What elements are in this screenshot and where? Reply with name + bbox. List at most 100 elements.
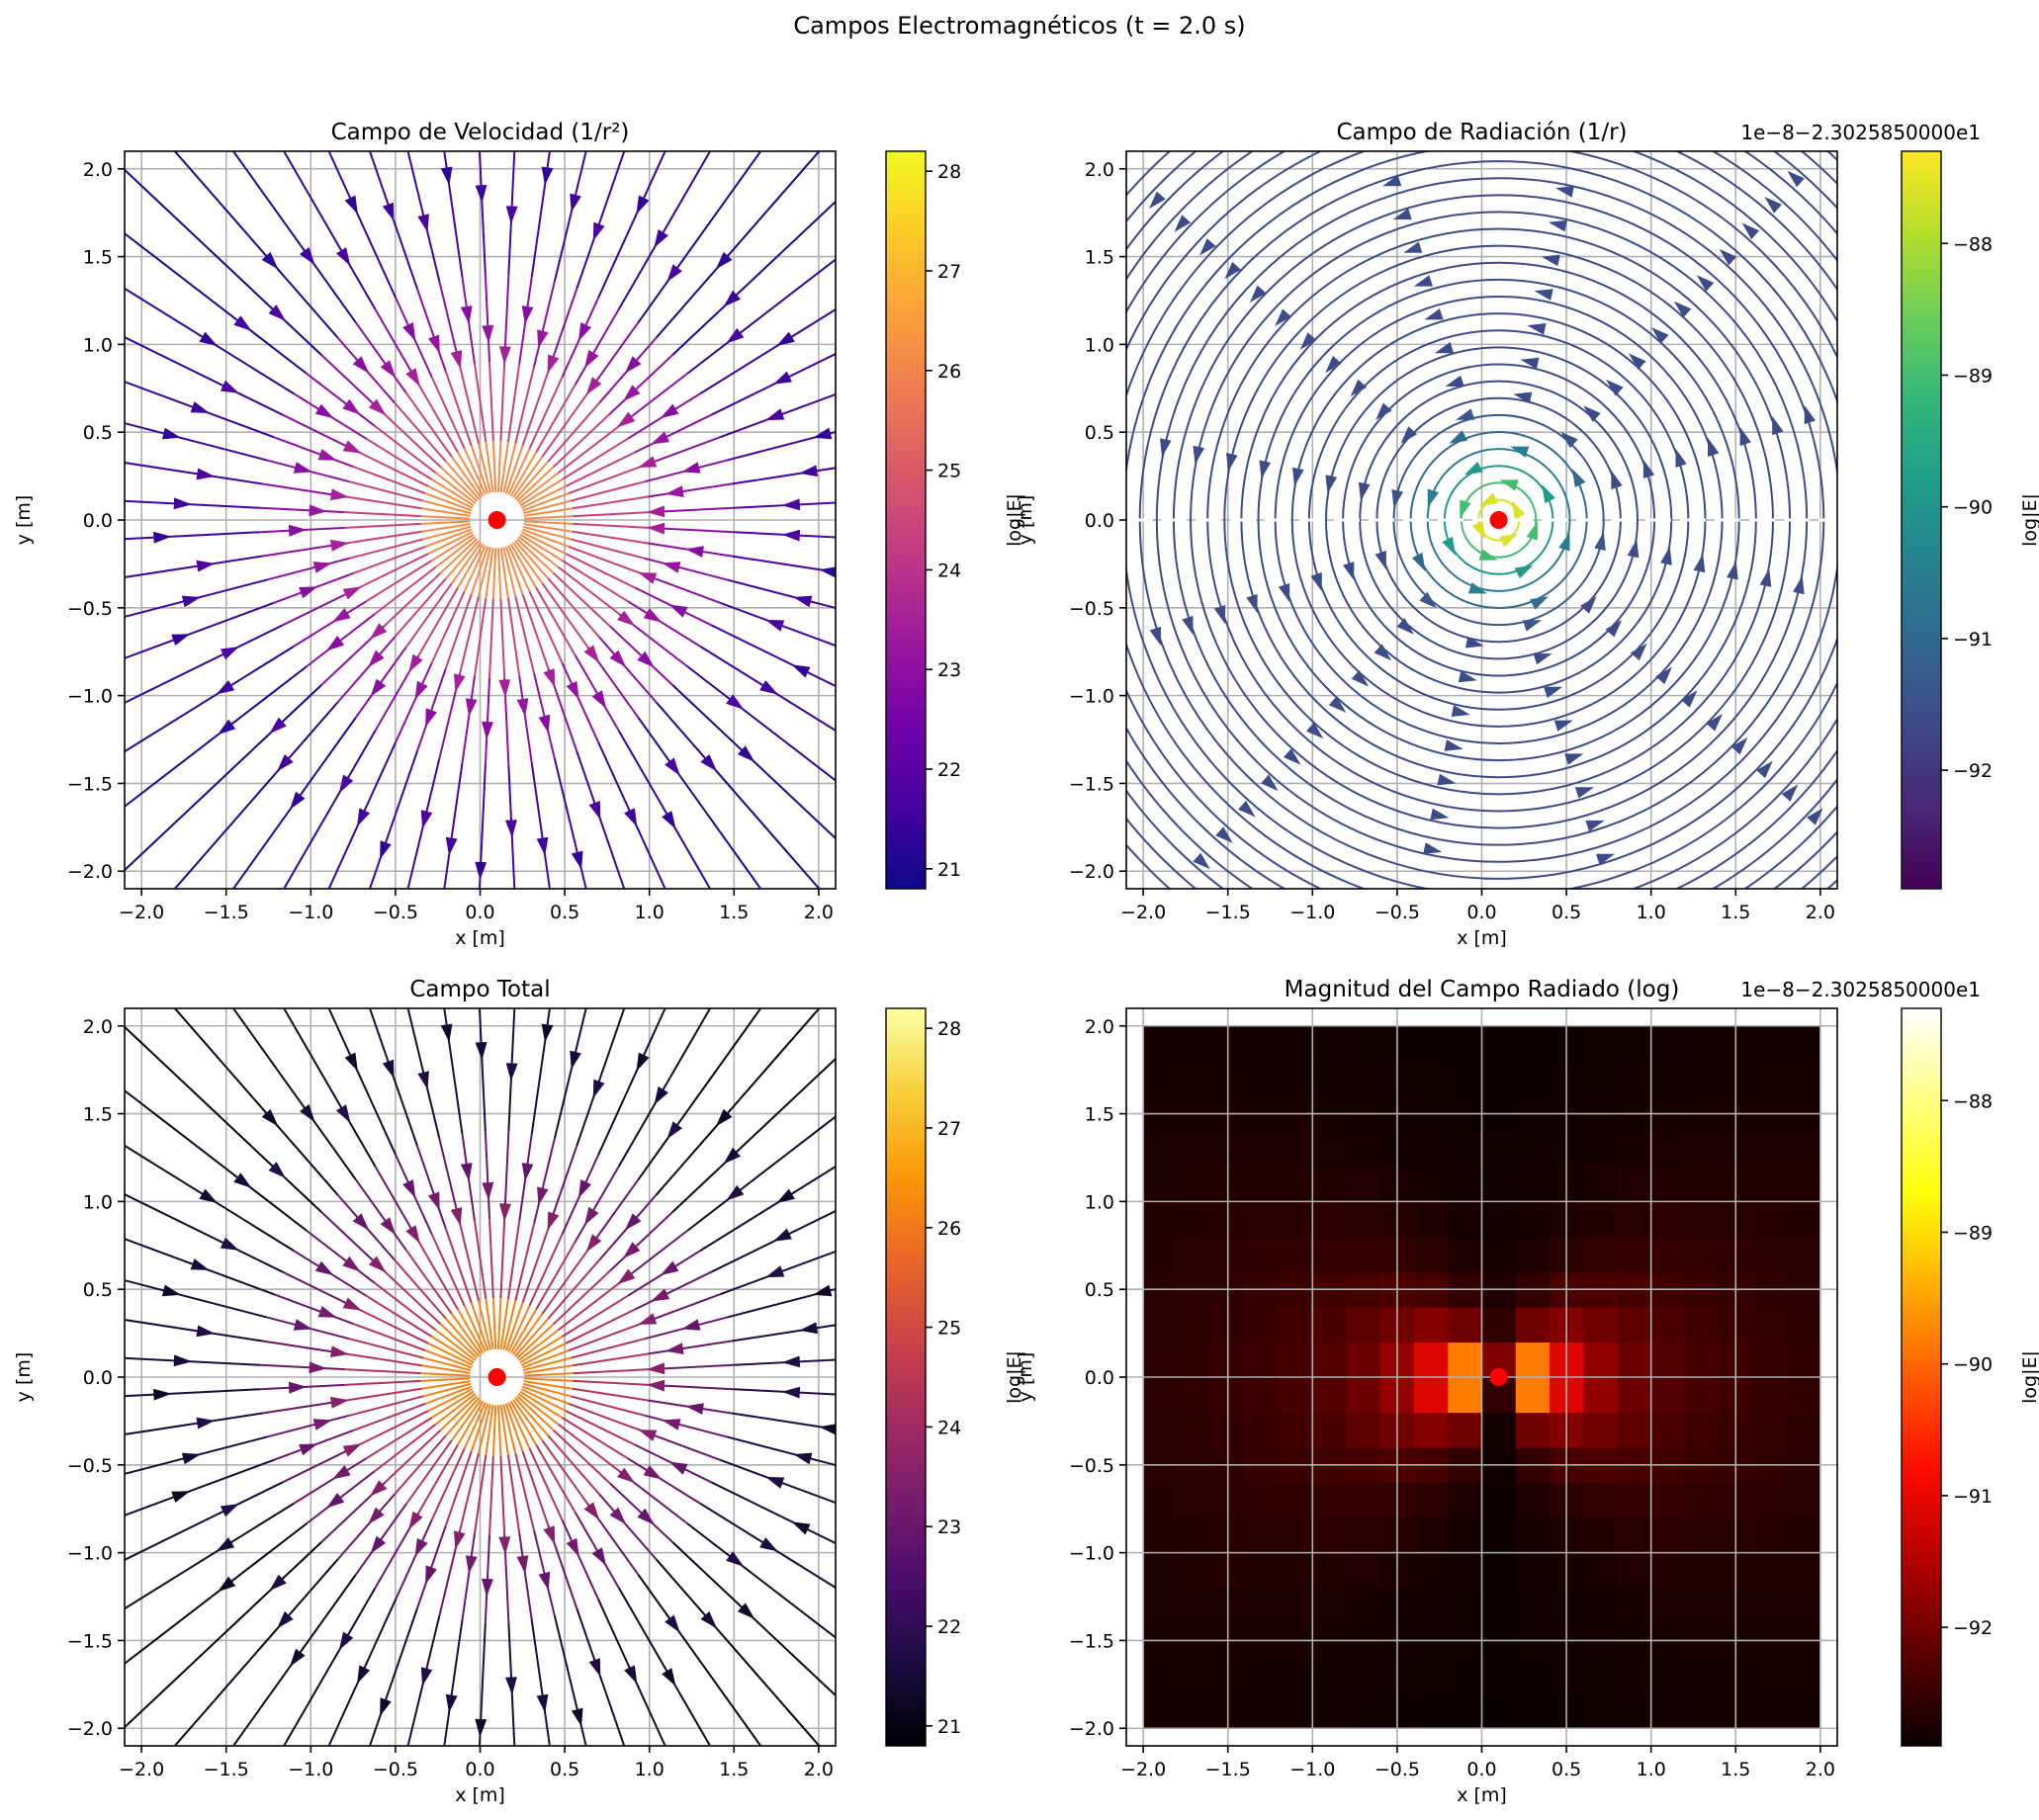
stream-arrow	[482, 721, 493, 740]
stream-arrow	[813, 427, 833, 440]
stream-arrow	[1558, 532, 1570, 552]
heatmap-cell	[1515, 1306, 1551, 1343]
stream-line	[530, 151, 551, 278]
stream-line	[395, 662, 433, 743]
heatmap-cell	[1279, 1166, 1313, 1202]
charge-marker	[1489, 511, 1508, 529]
stream-arrow	[1261, 774, 1279, 792]
heatmap-cell	[1515, 1658, 1551, 1694]
stream-arrow	[1259, 460, 1272, 479]
stream-arrow	[1442, 536, 1456, 556]
stream-arrow	[1424, 308, 1444, 320]
stream-arrow	[624, 808, 638, 827]
charge-marker	[488, 511, 506, 529]
heatmap-cell	[1244, 1342, 1280, 1378]
x-tick-label: 1.5	[719, 902, 749, 923]
stream-line	[726, 430, 836, 462]
stream-arrow	[342, 1297, 362, 1311]
stream-line	[461, 675, 477, 764]
stream-arrow	[1445, 375, 1464, 387]
stream-arrow	[1781, 784, 1799, 802]
heatmap-cell	[1650, 1482, 1686, 1518]
stream-line	[348, 1338, 424, 1359]
stream-arrow	[662, 1668, 676, 1687]
stream-line	[547, 1434, 600, 1496]
stream-line	[444, 1228, 473, 1304]
stream-arrow	[1400, 426, 1418, 444]
heatmap-cell	[1279, 1025, 1313, 1062]
stream-line	[421, 523, 471, 533]
stream-arrow	[196, 1325, 216, 1338]
stream-line	[439, 538, 479, 574]
stream-arrow	[591, 690, 607, 709]
stream-line	[327, 151, 398, 299]
stream-arrow	[344, 195, 358, 215]
stream-arrow	[402, 1179, 416, 1199]
panel-magnitude: −2.0 −1.5 −1.0 −0.5 0.0 0.5 1.0 1.5 2.0 −2.0 −1.5 −…	[1015, 977, 2039, 1806]
stream-arrow	[408, 653, 423, 673]
heatmap-cell	[1177, 1692, 1212, 1729]
stream-line	[477, 1300, 491, 1350]
stream-arrow	[643, 608, 663, 623]
stream-arrow	[1444, 739, 1463, 751]
stream-arrow	[220, 647, 239, 660]
stream-arrow	[737, 1603, 755, 1619]
stream-arrow	[268, 304, 286, 321]
stream-line	[571, 480, 646, 502]
stream-arrow	[1343, 562, 1355, 581]
stream-line	[474, 597, 488, 677]
heatmap-cell	[1414, 1517, 1449, 1554]
stream-line	[512, 542, 544, 584]
heatmap-cell	[1244, 1552, 1280, 1589]
stream-arrow	[1499, 479, 1519, 491]
stream-arrow	[368, 650, 385, 668]
stream-line	[443, 1619, 464, 1746]
stream-arrow	[547, 1211, 560, 1231]
stream-arrow	[299, 1443, 318, 1456]
stream-arrow	[181, 1452, 201, 1465]
stream-arrow	[1594, 531, 1606, 551]
stream-line	[336, 1493, 396, 1560]
stream-arrow	[1719, 248, 1737, 266]
heatmap-cell	[1143, 1412, 1178, 1448]
heatmap-cell	[1786, 1342, 1821, 1378]
colorbar-tick-label: 22	[937, 759, 961, 781]
stream-arrow	[1696, 275, 1715, 292]
panel-title: Campo de Velocidad (1/r²)	[331, 120, 630, 145]
colorbar-tick-label: 24	[937, 560, 961, 581]
stream-arrow	[475, 185, 488, 204]
colorbar-gradient	[1901, 150, 1942, 890]
stream-arrow	[171, 634, 191, 646]
stream-arrow	[1533, 653, 1552, 665]
heatmap-cell	[1312, 1342, 1348, 1378]
stream-arrow	[380, 360, 397, 379]
stream-line	[231, 717, 357, 889]
stream-arrow	[681, 462, 701, 474]
heatmap-cell	[1414, 1552, 1449, 1589]
panel-radiation: −2.0 −1.5 −1.0 −0.5 0.0 0.5 1.0 1.5 2.0 −2.0 −1.5 −…	[1015, 120, 2039, 949]
heatmap-cell	[1786, 1025, 1821, 1062]
panel-velocity: −2.0 −1.5 −1.0 −0.5 0.0 0.5 1.0 1.5 2.0 −2.0 −1.5 −…	[13, 120, 1025, 949]
heatmap-cell	[1279, 1552, 1313, 1589]
stream-line	[327, 1008, 398, 1156]
heatmap-cell	[1177, 1061, 1212, 1097]
colorbar-tick-label: 27	[937, 261, 961, 283]
stream-line	[422, 525, 472, 541]
heatmap-cell	[1786, 1588, 1821, 1624]
stream-line	[282, 151, 377, 310]
stream-line	[439, 1323, 479, 1359]
stream-line	[365, 1294, 433, 1338]
colorbar-tick-label: −90	[1953, 497, 1993, 519]
stream-line	[499, 362, 506, 442]
stream-arrow	[776, 1188, 795, 1203]
stream-line	[507, 545, 531, 592]
stream-line	[731, 467, 836, 485]
x-tick-label: −2.0	[119, 902, 164, 923]
stream-line	[282, 1587, 377, 1746]
stream-line	[431, 478, 475, 507]
heatmap-cell	[1414, 1658, 1449, 1694]
stream-arrow	[660, 1260, 679, 1276]
heatmap-cell	[1617, 1166, 1652, 1202]
heatmap-cell	[1515, 1377, 1551, 1414]
heatmap-cell	[1244, 1658, 1280, 1694]
